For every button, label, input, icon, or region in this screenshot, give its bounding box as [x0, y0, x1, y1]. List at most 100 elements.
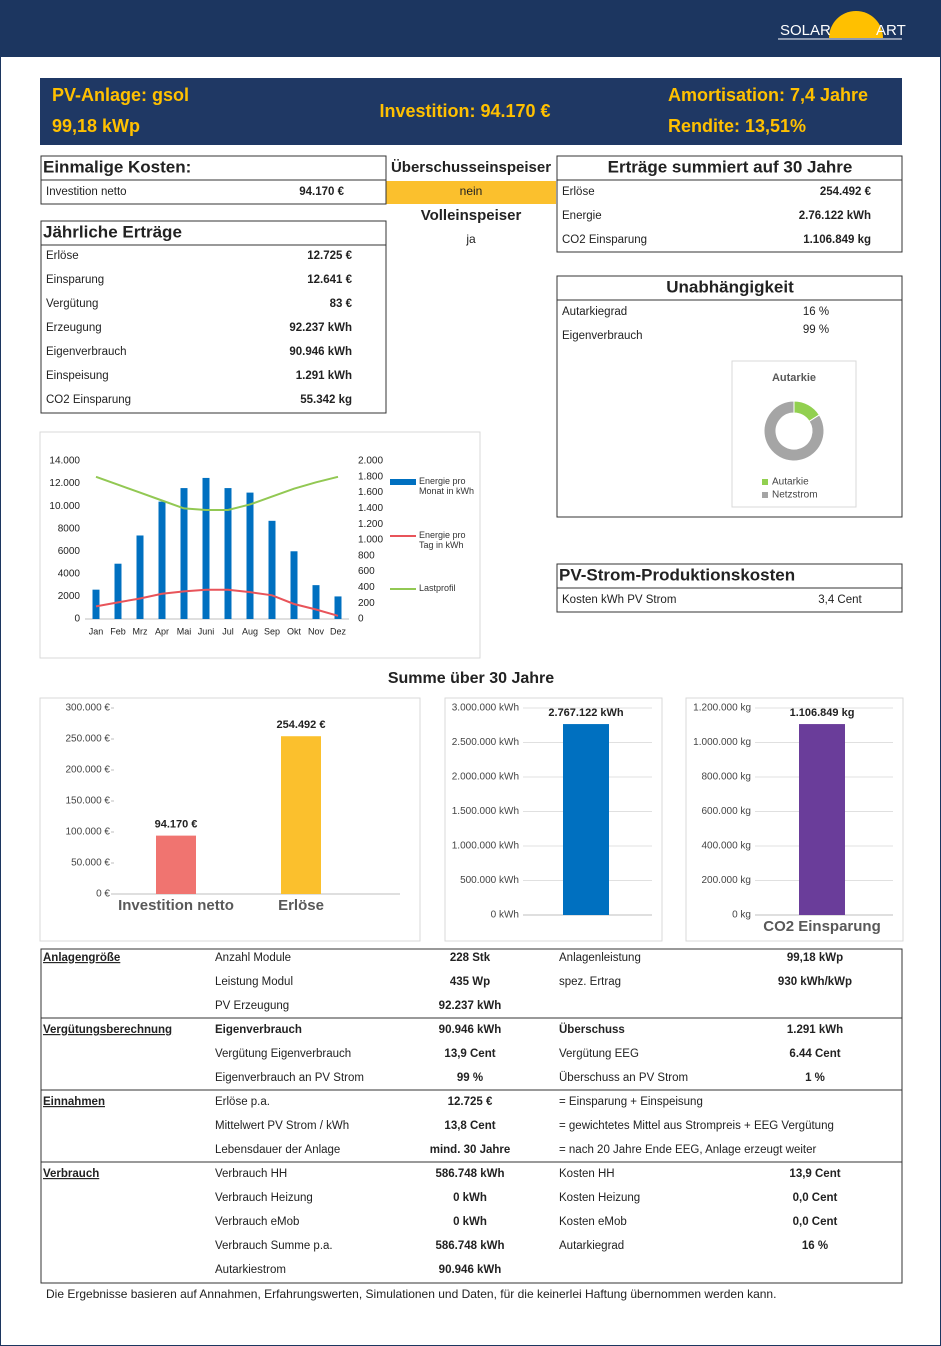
section-title: Verbrauch [43, 1168, 99, 1180]
chart-frame [685, 697, 904, 942]
bar [180, 488, 188, 619]
x-tick-label: Okt [287, 626, 302, 636]
y-tick-label: 3.000.000 kWh [452, 703, 519, 714]
legend-text: Autarkie [772, 477, 809, 488]
logo-sun [829, 11, 883, 38]
ueberschuss-label: Überschusseinspeiser [391, 159, 551, 176]
row-label: Kosten kWh PV Strom [562, 594, 676, 606]
y-tick-label: 1.000.000 kg [693, 737, 751, 748]
bar [281, 736, 321, 894]
y-tick-label: 50.000 € [71, 858, 110, 869]
donut-slice [763, 400, 825, 462]
row-label: Investition netto [46, 186, 127, 198]
legend-text: Netzstrom [772, 490, 818, 501]
x-tick-label: Feb [110, 626, 126, 636]
table-cell: Mittelwert PV Strom / kWh [215, 1120, 349, 1132]
y-tick-label: 0 kWh [491, 910, 519, 921]
bar [334, 596, 342, 619]
x-tick-label: Dez [330, 626, 347, 636]
y2-tick-label: 600 [358, 566, 375, 577]
x-tick-label: Jul [222, 626, 234, 636]
legend-swatch [390, 479, 416, 485]
y-tick-label: 0 kg [732, 910, 751, 921]
x-tick-label: Juni [198, 626, 215, 636]
table-cell: 1.291 kWh [787, 1024, 843, 1036]
bar [92, 589, 100, 619]
ueberschuss-value: nein [460, 184, 483, 198]
ueberschuss-box [386, 181, 556, 204]
y-tick-label: 250.000 € [66, 734, 111, 745]
y-tick-label: 12.000 [49, 478, 80, 489]
row-label: Eigenverbrauch [562, 330, 643, 342]
legend-text: Energie pro Tag in kWh [419, 530, 466, 550]
box [556, 275, 903, 518]
y-tick-label: 2.000.000 kWh [452, 772, 519, 783]
summary-leistung: 99,18 kWp [52, 116, 140, 136]
chart-frame [39, 431, 481, 659]
table-cell: 0 kWh [453, 1216, 487, 1228]
table-cell: Eigenverbrauch [215, 1024, 302, 1036]
y2-tick-label: 0 [358, 614, 364, 625]
header-bar [0, 0, 941, 57]
table-cell: 16 % [802, 1240, 828, 1252]
table-cell: Autarkiegrad [559, 1240, 624, 1252]
x-tick-label: Mrz [133, 626, 148, 636]
y-tick-label: 0 € [96, 889, 110, 900]
table-cell: Autarkiestrom [215, 1264, 286, 1276]
summary-box [40, 78, 902, 145]
table-cell: 99 % [457, 1072, 483, 1084]
table-cell: 90.946 kWh [439, 1024, 502, 1036]
table-cell: Überschuss an PV Strom [559, 1072, 688, 1084]
table-cell: 13,9 Cent [444, 1048, 495, 1060]
table-cell: Überschuss [559, 1023, 625, 1036]
box-title: Unabhängigkeit [666, 277, 794, 296]
table-cell: Erlöse p.a. [215, 1096, 270, 1108]
y2-tick-label: 1.800 [358, 471, 383, 482]
summary-rendite: Rendite: 13,51% [668, 116, 806, 136]
y-tick-label: 10.000 [49, 501, 80, 512]
row-label: Erzeugung [46, 322, 102, 334]
y2-tick-label: 1.400 [358, 503, 383, 514]
row-label: Erlöse [562, 186, 595, 198]
x-tick-label: Sep [264, 626, 280, 636]
legend-swatch [762, 479, 768, 485]
table-frame [40, 948, 903, 1284]
bar [563, 724, 609, 915]
x-tick-label: Apr [155, 626, 169, 636]
y2-tick-label: 1.600 [358, 487, 383, 498]
y-tick-label: 800.000 kg [702, 772, 752, 783]
row-label: Energie [562, 210, 602, 222]
table-cell: Vergütung EEG [559, 1048, 639, 1060]
row-value: 94.170 € [299, 186, 344, 198]
table-cell: Kosten Heizung [559, 1192, 640, 1204]
summary-amortisation: Amortisation: 7,4 Jahre [668, 85, 868, 105]
bar [312, 585, 320, 619]
table-cell: Leistung Modul [215, 976, 293, 988]
line [95, 588, 339, 617]
y-tick-label: 6000 [58, 546, 81, 557]
bar [156, 835, 196, 894]
y-tick-label: 200.000 € [66, 765, 111, 776]
section-title: Einnahmen [43, 1096, 105, 1108]
legend-swatch [762, 492, 768, 498]
bar [114, 563, 122, 619]
voll-value: ja [465, 232, 476, 246]
table-cell: 13,9 Cent [789, 1168, 840, 1180]
box [40, 220, 387, 414]
table-cell: 1 % [805, 1072, 825, 1084]
table-cell: = Einsparung + Einspeisung [559, 1096, 703, 1108]
y2-tick-label: 2.000 [358, 456, 383, 467]
x-tick-label: Mai [177, 626, 192, 636]
table-cell: 0,0 Cent [793, 1216, 838, 1228]
table-cell: spez. Ertrag [559, 976, 621, 988]
y-tick-label: 2.500.000 kWh [452, 737, 519, 748]
y-tick-label: 1.500.000 kWh [452, 806, 519, 817]
table-cell: 435 Wp [450, 976, 490, 988]
y-tick-label: 300.000 € [66, 703, 111, 714]
table-cell: 0 kWh [453, 1192, 487, 1204]
y-tick-label: 0 [74, 614, 80, 625]
bar [799, 724, 845, 915]
y2-tick-label: 400 [358, 582, 375, 593]
bar [224, 488, 232, 619]
